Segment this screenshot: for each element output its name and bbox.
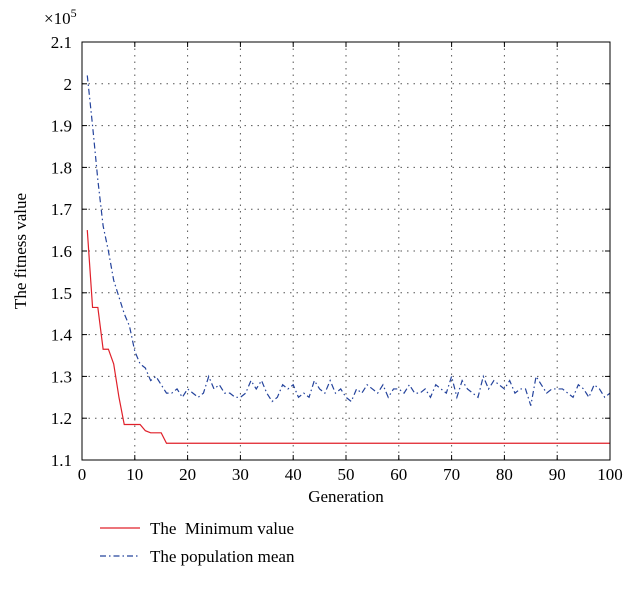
x-tick-label: 100 xyxy=(597,465,623,484)
x-tick-label: 80 xyxy=(496,465,513,484)
y-multiplier-label: ×105 xyxy=(44,6,77,28)
x-tick-label: 10 xyxy=(126,465,143,484)
y-multiplier-exp: 5 xyxy=(71,6,77,20)
x-tick-label: 50 xyxy=(338,465,355,484)
legend-entry-label: The population mean xyxy=(150,547,295,566)
y-tick-label: 1.7 xyxy=(51,200,73,219)
y-tick-label: 1.9 xyxy=(51,117,72,136)
y-tick-label: 2 xyxy=(64,75,73,94)
series-line-population-mean xyxy=(86,75,611,406)
y-tick-label: 1.2 xyxy=(51,409,72,428)
legend-entry-label: The Minimum value xyxy=(150,519,294,538)
tick-labels: 0 10 20 30 40 50 60 70 80 90 100 1.1 1.2 1.3 1.4 1.5 1.6… xyxy=(51,33,623,484)
y-tick-label: 1.4 xyxy=(51,326,73,345)
y-tick-label: 1.1 xyxy=(51,451,72,470)
y-tick-label: 1.5 xyxy=(51,284,72,303)
x-tick-label: 30 xyxy=(232,465,249,484)
x-axis-label: Generation xyxy=(308,487,384,506)
y-axis-label: The fitness value xyxy=(11,193,30,309)
x-tick-label: 60 xyxy=(390,465,407,484)
y-tick-label: 1.6 xyxy=(51,242,72,261)
x-tick-label: 40 xyxy=(285,465,302,484)
x-tick-label: 20 xyxy=(179,465,196,484)
grid xyxy=(82,42,610,460)
legend: The Minimum value The population mean xyxy=(100,519,295,566)
x-tick-label: 90 xyxy=(549,465,566,484)
x-tick-label: 0 xyxy=(78,465,87,484)
y-tick-label: 2.1 xyxy=(51,33,72,52)
y-tick-label: 1.8 xyxy=(51,158,72,177)
y-multiplier-base: ×10 xyxy=(44,9,71,28)
series-line-minimum xyxy=(86,230,610,444)
plot-frame xyxy=(81,41,611,461)
x-tick-label: 70 xyxy=(443,465,460,484)
y-tick-label: 1.3 xyxy=(51,367,72,386)
series-lines xyxy=(86,75,611,444)
